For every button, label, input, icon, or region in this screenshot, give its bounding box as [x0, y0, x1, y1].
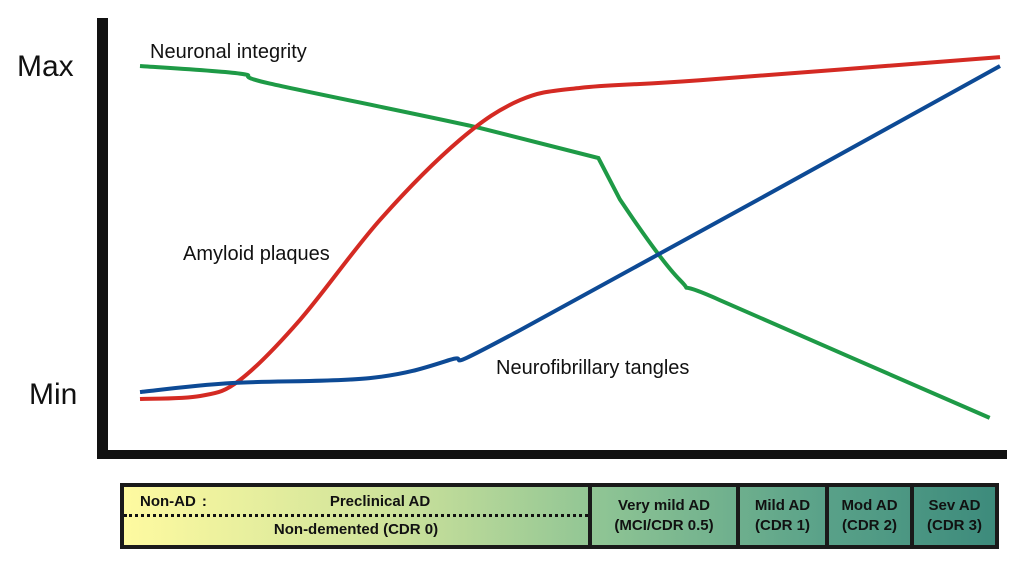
stage-mild: Mild AD (CDR 1): [736, 487, 825, 545]
stage-non-ad: Non-AD: [140, 493, 196, 510]
label-amyloid-plaques: Amyloid plaques: [183, 243, 330, 265]
stage-moderate: Mod AD (CDR 2): [825, 487, 910, 545]
series-amyloid-plaques: [139, 55, 1001, 401]
y-tick-max: Max: [17, 50, 74, 83]
stage-cdr0: Non-demented (CDR 0): [273, 521, 439, 538]
y-axis: [97, 18, 108, 458]
label-neuronal-integrity: Neuronal integrity: [150, 41, 307, 63]
label-neurofibrillary-tangles: Neurofibrillary tangles: [496, 357, 690, 379]
stage-severe: Sev AD (CDR 3): [910, 487, 995, 545]
stage-bar: Non-AD: Preclinical AD Non-demented (CDR …: [120, 483, 999, 549]
dotted-divider: [124, 514, 588, 517]
y-tick-min: Min: [29, 378, 78, 411]
stage-non-demented: Non-AD: Preclinical AD Non-demented (CDR …: [124, 487, 588, 545]
series-neuronal-integrity: [139, 64, 991, 420]
stage-preclinical: Preclinical AD: [329, 493, 431, 510]
stage-very-mild: Very mild AD (MCI/CDR 0.5): [588, 487, 736, 545]
x-axis: [97, 450, 1007, 459]
series-neurofibrillary-tangles: [139, 64, 1001, 395]
